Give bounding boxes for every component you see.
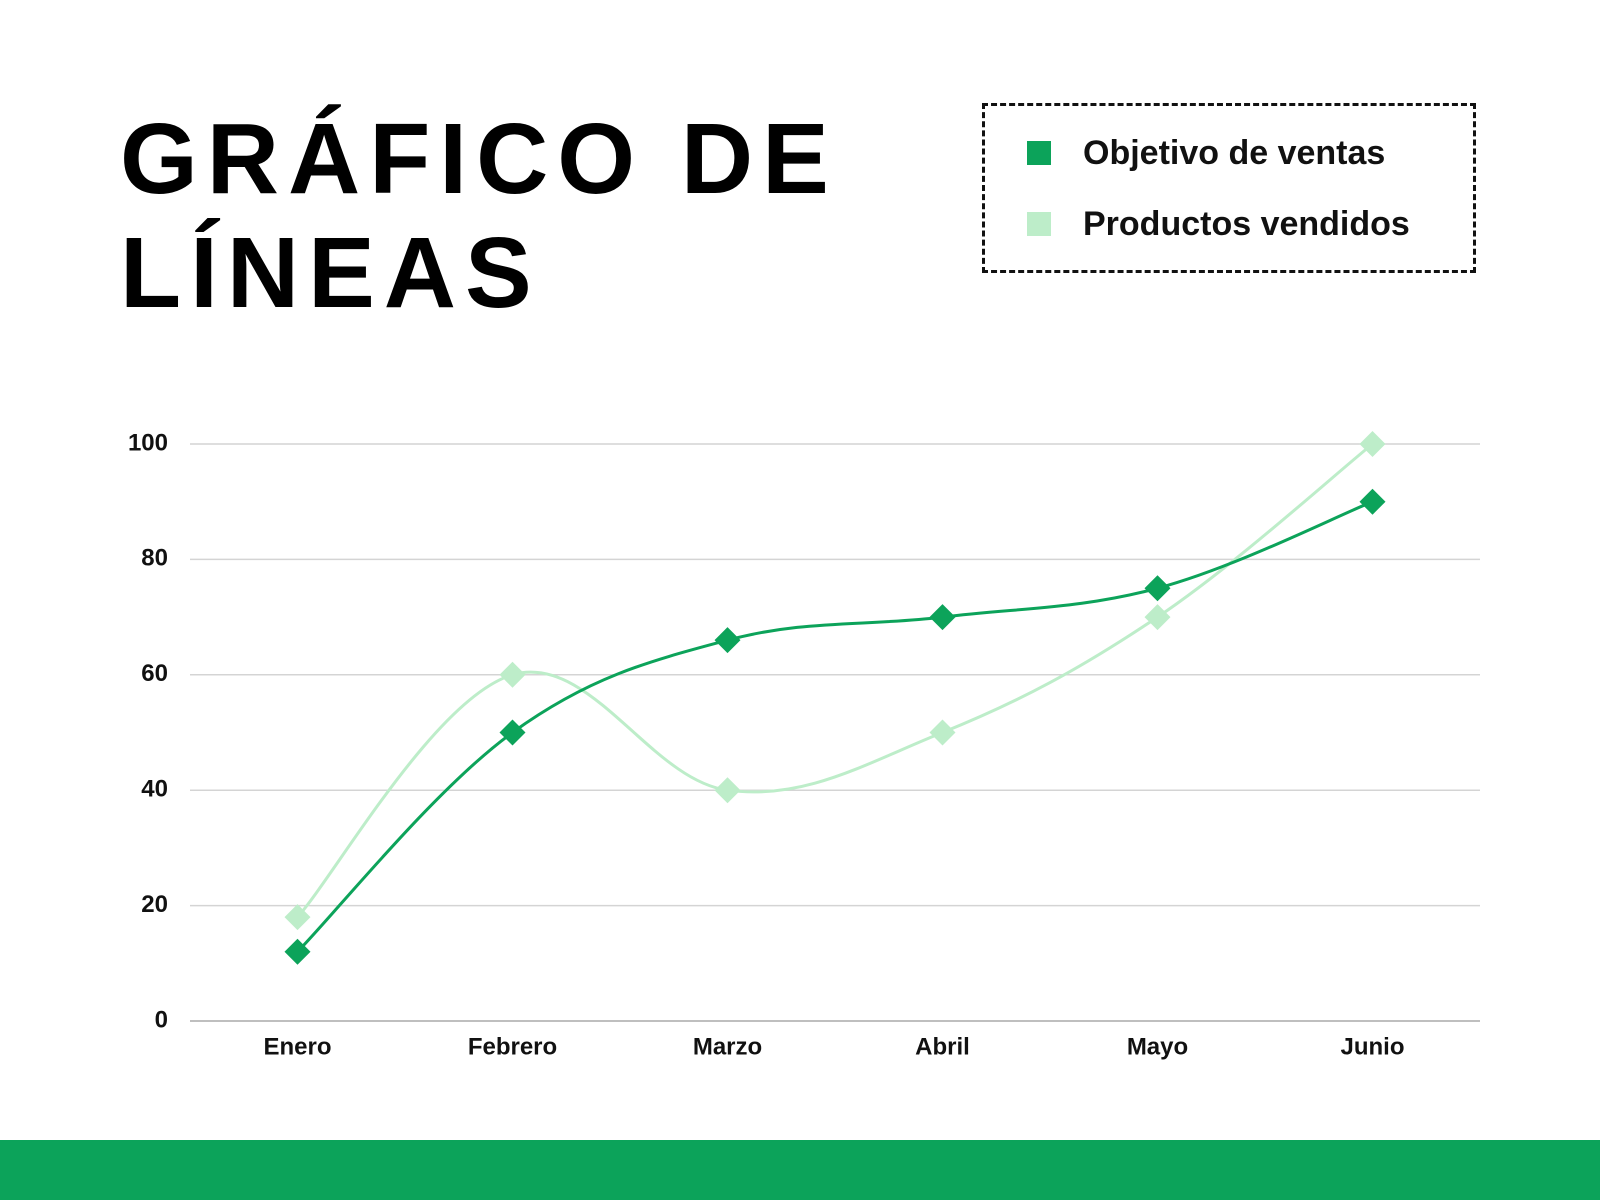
x-tick-label: Junio <box>1341 1033 1405 1060</box>
legend-item: Productos vendidos <box>1027 204 1410 244</box>
point-marker <box>929 604 956 631</box>
point-marker <box>1359 488 1386 515</box>
legend-swatch <box>1027 141 1051 165</box>
x-tick-label: Abril <box>915 1033 970 1060</box>
legend-label: Productos vendidos <box>1083 204 1410 243</box>
legend: Objetivo de ventas Productos vendidos <box>982 103 1476 273</box>
chart: 0 20 40 60 80 100 Enero Febrero Marzo Abril Mayo Ju… <box>128 429 1480 1060</box>
x-tick-label: Marzo <box>693 1033 762 1060</box>
series-line <box>296 442 1374 919</box>
series-line <box>296 500 1374 953</box>
point-marker <box>499 719 526 746</box>
point-marker <box>1359 431 1386 457</box>
chart-title: GRÁFICO DE LÍNEAS <box>120 103 838 329</box>
y-tick-label: 60 <box>141 660 168 687</box>
legend-item: Objetivo de ventas <box>1027 133 1385 173</box>
legend-label: Objetivo de ventas <box>1083 133 1386 172</box>
y-tick-label: 40 <box>141 776 168 803</box>
point-marker <box>499 661 526 688</box>
x-tick-label: Mayo <box>1127 1033 1188 1060</box>
y-tick-label: 100 <box>128 429 168 456</box>
legend-swatch <box>1027 212 1051 236</box>
x-tick-label: Febrero <box>468 1033 557 1060</box>
y-tick-label: 20 <box>141 891 168 918</box>
point-marker <box>1144 604 1171 631</box>
point-marker <box>284 904 311 931</box>
point-marker <box>714 627 741 654</box>
y-tick-label: 80 <box>141 545 168 572</box>
point-marker <box>714 777 741 804</box>
y-tick-label: 0 <box>155 1006 168 1033</box>
footer-bar <box>0 1140 1600 1200</box>
x-tick-label: Enero <box>263 1033 331 1060</box>
point-marker <box>1144 575 1171 602</box>
point-marker <box>284 938 311 965</box>
point-marker <box>929 719 956 746</box>
